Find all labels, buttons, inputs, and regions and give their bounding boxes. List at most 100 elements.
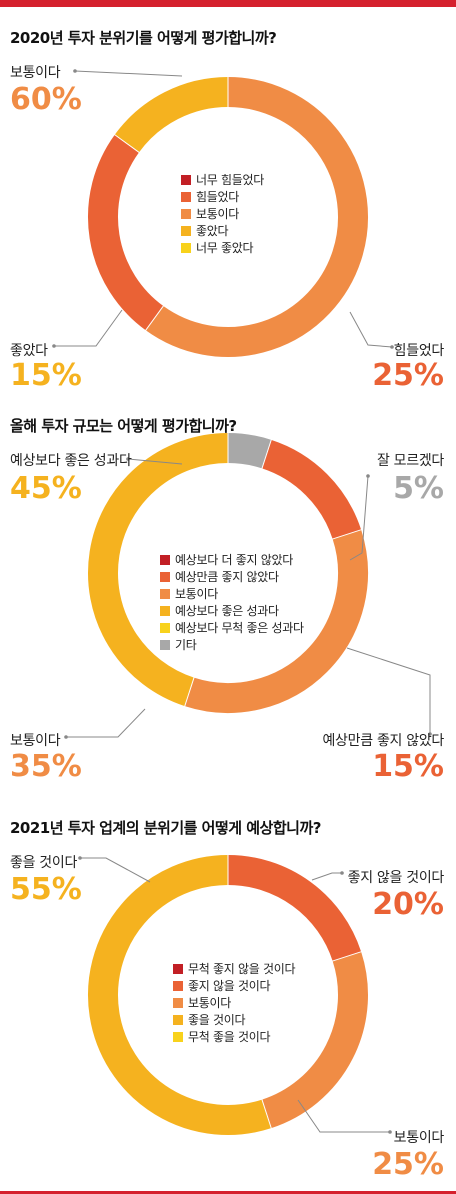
chart-2-legend-label: 예상보다 더 좋지 않았다	[175, 553, 293, 567]
chart-section-3: 2021년 투자 업계의 분위기를 어떻게 예상합니까? 좋지 않을 것이다 2…	[0, 790, 456, 1190]
chart-3-slice-1	[227, 855, 362, 962]
chart-1-legend-swatch	[181, 225, 191, 236]
chart-3-donut	[78, 854, 392, 1135]
chart-2-pct-모르: 5%	[393, 471, 444, 506]
chart-2-label-보통: 보통이다	[10, 733, 61, 749]
chart-1-legend-item: 보통이다	[181, 205, 264, 222]
chart-2-legend-swatch	[160, 639, 170, 650]
chart-2-leader-line-3	[66, 708, 146, 738]
chart-3-slice-divider-3	[261, 1098, 273, 1130]
chart-3-legend-item: 무척 좋지 않을 것이다	[173, 960, 296, 977]
chart-2-legend-swatch	[160, 571, 170, 582]
chart-3-leader-line-3	[80, 857, 151, 883]
chart-2-legend: 예상보다 더 좋지 않았다 예상만큼 좋지 않았다 보통이다 예상보다 좋은 성과다 예…	[160, 551, 304, 653]
chart-1-legend-item: 너무 힘들었다	[181, 171, 264, 188]
chart-2-leader-dot-4	[126, 457, 130, 461]
chart-3-slice-divider-2	[331, 950, 363, 962]
chart-3-legend-label: 좋지 않을 것이다	[188, 979, 271, 993]
chart-2-legend-label: 예상보다 무척 좋은 성과다	[175, 621, 304, 635]
chart-3-legend-swatch	[173, 963, 183, 974]
chart-1-leader-line-1	[74, 70, 183, 77]
chart-3-legend-swatch	[173, 1031, 183, 1042]
chart-1-leader-line-3	[54, 309, 123, 347]
chart-3-leader-dot-3	[78, 856, 82, 860]
chart-2-legend-label: 예상보다 좋은 성과다	[175, 604, 279, 618]
chart-1-legend-label: 좋았다	[196, 224, 229, 238]
chart-2-label-모르: 잘 모르겠다	[376, 453, 444, 469]
chart-2-legend-item: 기타	[160, 636, 304, 653]
chart-2-legend-item: 보통이다	[160, 585, 304, 602]
chart-2-donut	[64, 432, 432, 739]
chart-3-legend-label: 좋을 것이다	[188, 1013, 246, 1027]
chart-1-slice-1	[145, 77, 368, 357]
chart-1-label-좋았: 좋았다	[10, 343, 48, 359]
chart-3-title: 2021년 투자 업계의 분위기를 어떻게 예상합니까?	[10, 819, 321, 837]
chart-1-legend-swatch	[181, 174, 191, 185]
chart-1-leader-line-2	[349, 311, 393, 348]
chart-3-leader-line-2	[297, 1099, 390, 1133]
chart-section-2: 올해 투자 규모는 어떻게 평가합니까? 잘 모르겠다 5% 예상만큼 좋지 않…	[0, 400, 456, 790]
chart-1-label-힘들: 힘들었다	[393, 343, 445, 359]
chart-2-label-예상만큼: 예상만큼 좋지 않았다	[322, 733, 444, 749]
chart-1-leader-dot-3	[52, 344, 56, 348]
chart-2-leader-dot-1	[366, 474, 370, 478]
chart-3-label-좋지않을: 좋지 않을 것이다	[347, 870, 445, 886]
chart-1-pct-보통: 60%	[10, 82, 82, 117]
chart-1-title: 2020년 투자 분위기를 어떻게 평가합니까?	[10, 29, 277, 47]
chart-1-legend-swatch	[181, 242, 191, 253]
chart-3-legend-swatch	[173, 980, 183, 991]
chart-1-leader-dot-1	[73, 69, 77, 73]
chart-2-legend-swatch	[160, 605, 170, 616]
chart-1-legend-label: 너무 좋았다	[196, 241, 254, 255]
chart-1-pct-좋았: 15%	[10, 358, 82, 393]
chart-3-pct-좋지않을: 20%	[372, 887, 444, 922]
chart-1-legend-item: 힘들었다	[181, 188, 264, 205]
chart-1-legend-swatch	[181, 191, 191, 202]
chart-3-legend-item: 좋을 것이다	[173, 1011, 295, 1028]
chart-1-slice-divider-3	[113, 133, 141, 154]
chart-2-slice-divider-3	[331, 528, 363, 540]
chart-3-slice-3	[88, 855, 272, 1135]
chart-3-pct-좋을: 55%	[10, 872, 82, 907]
chart-1-donut	[52, 69, 394, 357]
chart-1-legend-label: 너무 힘들었다	[196, 173, 264, 187]
chart-2-pct-보통: 35%	[10, 749, 82, 784]
chart-3-slice-2	[261, 951, 368, 1129]
chart-2-legend-label: 보통이다	[175, 587, 218, 601]
chart-1-slice-2	[88, 134, 164, 331]
chart-3-legend-label: 무척 좋을 것이다	[188, 1030, 271, 1044]
chart-3-leader-dot-1	[340, 871, 344, 875]
chart-3-legend-item: 무척 좋을 것이다	[173, 1028, 295, 1045]
chart-2-leader-dot-3	[64, 735, 68, 739]
chart-1-legend-swatch	[181, 208, 191, 219]
chart-2-legend-item: 예상보다 무척 좋은 성과다	[160, 619, 304, 636]
chart-2-leader-line-4	[127, 458, 183, 465]
chart-3-legend-label: 무척 좋지 않을 것이다	[188, 962, 296, 976]
chart-2-legend-swatch	[160, 622, 170, 633]
top-accent-bar	[0, 0, 456, 7]
chart-3-legend-label: 보통이다	[188, 996, 231, 1010]
chart-3-label-좋을: 좋을 것이다	[10, 855, 78, 871]
chart-3-legend-item: 좋지 않을 것이다	[173, 977, 295, 994]
chart-3-legend-swatch	[173, 997, 183, 1008]
chart-2-legend-item: 예상보다 좋은 성과다	[160, 602, 304, 619]
chart-2-legend-item: 예상보다 더 좋지 않았다	[160, 551, 304, 568]
bottom-accent-bar	[0, 1191, 456, 1194]
chart-3-pct-보통: 25%	[372, 1147, 444, 1182]
chart-1-leader-dot-2	[390, 345, 394, 349]
chart-2-slice-divider-4	[183, 676, 195, 708]
chart-1-legend-item: 너무 좋았다	[181, 239, 264, 256]
chart-3-label-보통: 보통이다	[393, 1130, 445, 1146]
chart-3-legend-item: 보통이다	[173, 994, 295, 1011]
chart-3-legend-swatch	[173, 1014, 183, 1025]
chart-2-pct-예상보다: 45%	[10, 471, 82, 506]
chart-2-legend-label: 기타	[175, 638, 197, 652]
chart-1-label-보통: 보통이다	[10, 65, 61, 81]
chart-2-slice-1	[227, 433, 272, 469]
chart-1-legend-label: 힘들었다	[196, 190, 239, 204]
chart-2-title: 올해 투자 규모는 어떻게 평가합니까?	[10, 417, 237, 435]
chart-2-slice-divider-2	[261, 438, 273, 470]
chart-1-pct-힘들: 25%	[372, 358, 444, 393]
